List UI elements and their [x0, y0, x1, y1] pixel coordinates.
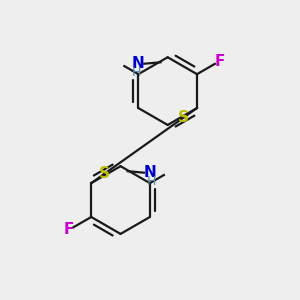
- Text: H: H: [132, 66, 141, 79]
- Text: S: S: [99, 166, 110, 181]
- Text: N: N: [132, 56, 144, 71]
- Text: S: S: [178, 110, 189, 125]
- Text: N: N: [144, 165, 157, 180]
- Text: F: F: [64, 222, 74, 237]
- Text: H: H: [147, 175, 157, 188]
- Text: F: F: [214, 54, 225, 69]
